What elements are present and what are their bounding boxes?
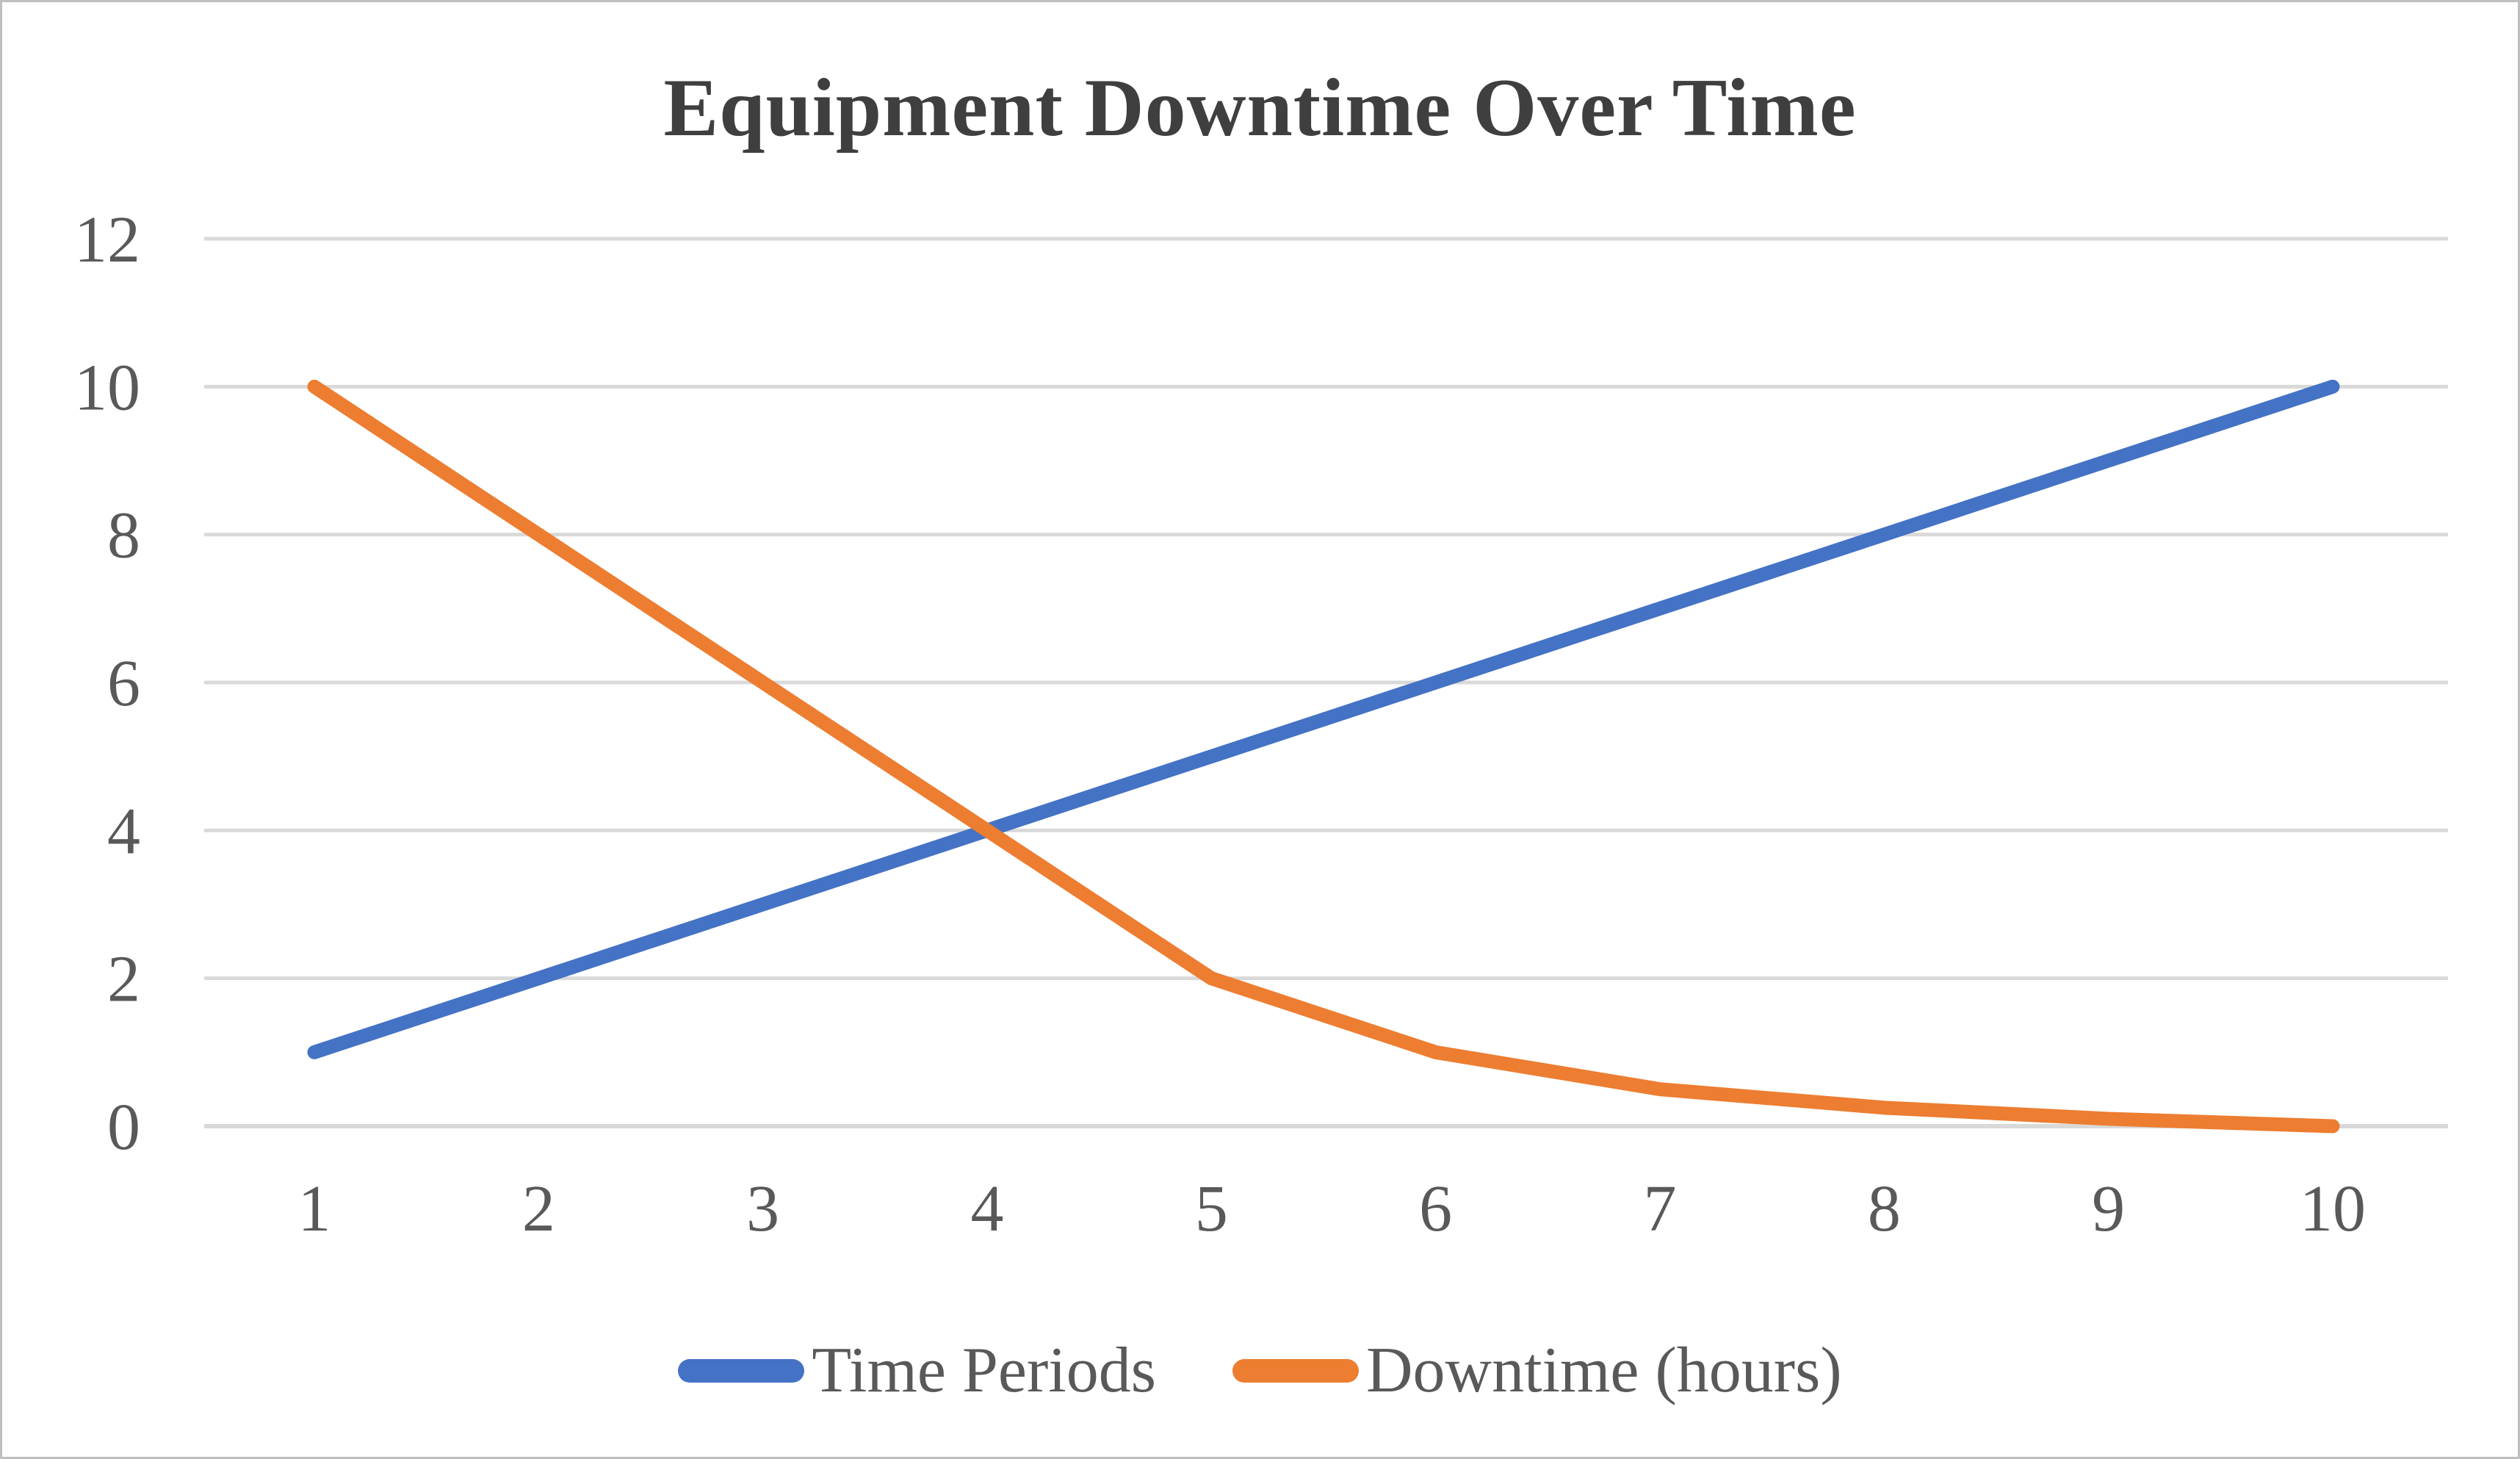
y-tick-label: 6 <box>107 647 140 720</box>
legend-label-time-periods: Time Periods <box>812 1335 1156 1406</box>
series-line-downtime-hours <box>307 379 2340 1134</box>
legend-swatch-time-periods-icon <box>678 1358 805 1383</box>
y-tick-label: 8 <box>107 500 140 572</box>
y-tick-label: 12 <box>74 203 140 276</box>
y-tick-label: 2 <box>107 943 140 1016</box>
legend: Time Periods Downtime (hours) <box>2 1333 2518 1408</box>
x-tick-label: 5 <box>1195 1172 1228 1245</box>
x-tick-label: 4 <box>971 1172 1004 1245</box>
y-tick-label: 10 <box>74 351 140 424</box>
chart-title: Equipment Downtime Over Time <box>663 62 1857 154</box>
x-tick-label: 3 <box>746 1172 779 1245</box>
legend-label-downtime-hours: Downtime (hours) <box>1365 1335 1842 1406</box>
x-tick-label: 10 <box>2300 1172 2366 1245</box>
series-line-time-periods <box>307 379 2340 1059</box>
x-tick-label: 8 <box>1868 1172 1901 1245</box>
x-tick-label: 2 <box>522 1172 555 1245</box>
x-tick-label: 9 <box>2092 1172 2125 1245</box>
x-tick-label: 1 <box>298 1172 331 1245</box>
legend-item-time-periods: Time Periods <box>678 1333 1156 1408</box>
y-tick-label: 0 <box>107 1091 140 1164</box>
y-tick-label: 4 <box>107 795 140 868</box>
x-tick-label: 6 <box>1419 1172 1452 1245</box>
x-tick-label: 7 <box>1644 1172 1677 1245</box>
legend-item-downtime-hours: Downtime (hours) <box>1232 1333 1842 1408</box>
legend-swatch-downtime-hours-icon <box>1232 1358 1359 1383</box>
